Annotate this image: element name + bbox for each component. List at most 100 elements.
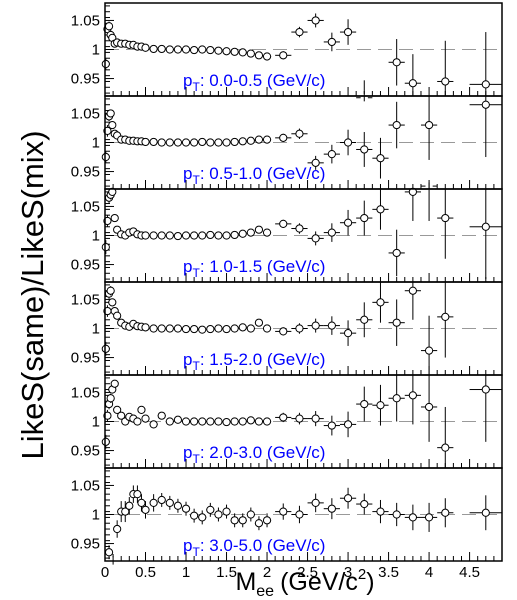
y-tick-label: 1 <box>92 135 100 152</box>
data-point <box>424 513 434 522</box>
data-point <box>230 324 239 333</box>
data-point <box>173 231 183 241</box>
data-point <box>238 516 247 525</box>
data-point <box>230 417 239 426</box>
data-point <box>254 519 264 528</box>
data-point <box>206 417 215 426</box>
pt-label-prefix: p <box>183 257 192 276</box>
data-point <box>222 231 231 240</box>
x-tick-label: 2 <box>263 564 271 581</box>
data-point <box>254 318 264 327</box>
pt-range-label: pT: 1.0-1.5 (GeV/c) <box>183 257 325 280</box>
x-tick-label: 4.5 <box>459 564 480 581</box>
data-point <box>190 45 199 55</box>
data-point <box>327 150 336 159</box>
data-point <box>214 231 223 240</box>
data-point <box>149 231 158 240</box>
data-point <box>311 234 320 243</box>
y-tick-label: 0.95 <box>71 350 100 367</box>
data-point <box>190 417 199 426</box>
data-point <box>238 48 247 57</box>
data-point <box>113 405 122 414</box>
data-point <box>206 138 215 147</box>
data-point <box>295 324 304 333</box>
pt-label-sub: T <box>192 359 200 373</box>
data-point <box>295 129 304 138</box>
data-point <box>181 138 191 147</box>
data-point <box>125 501 134 510</box>
pt-range-label: pT: 0.5-1.0 (GeV/c) <box>183 164 325 187</box>
data-point <box>173 45 183 54</box>
y-tick-label: 0.95 <box>71 536 100 553</box>
x-axis-label-sup: 2 <box>358 566 366 583</box>
data-point <box>295 27 304 37</box>
x-tick-label: 3 <box>344 564 352 581</box>
data-point <box>279 413 288 422</box>
data-point <box>408 513 417 522</box>
data-point <box>198 513 207 522</box>
y-tick-label: 0.95 <box>71 257 100 274</box>
x-tick-label: 1.5 <box>216 564 237 581</box>
data-point <box>279 51 288 60</box>
data-point <box>262 516 272 525</box>
data-point <box>101 59 110 69</box>
data-point <box>141 414 150 423</box>
data-point <box>206 505 215 514</box>
data-point <box>311 498 320 507</box>
data-point <box>279 507 288 516</box>
data-point <box>190 511 199 520</box>
y-tick-label: 1 <box>92 507 100 524</box>
data-point <box>295 224 304 233</box>
pt-label-prefix: p <box>183 536 192 555</box>
pt-label-prefix: p <box>183 443 192 462</box>
data-point <box>149 137 158 147</box>
pt-label-range: : 1.0-1.5 (GeV/c) <box>200 257 326 276</box>
y-tick-label: 1.05 <box>71 477 100 494</box>
data-point <box>262 52 272 61</box>
data-point <box>230 137 239 147</box>
data-point <box>173 138 183 147</box>
data-point <box>279 327 288 336</box>
data-point <box>246 228 255 237</box>
data-point <box>327 504 336 513</box>
y-tick-label: 1.05 <box>71 105 100 122</box>
data-point <box>376 507 385 516</box>
data-point <box>230 230 239 240</box>
data-point <box>230 516 239 525</box>
y-tick-label: 0.95 <box>71 164 100 181</box>
x-tick-label: 0 <box>101 564 109 581</box>
data-point <box>222 324 231 334</box>
data-point <box>101 344 110 353</box>
data-point <box>222 507 231 516</box>
pt-label-sub: T <box>192 173 200 187</box>
data-point <box>408 79 417 88</box>
data-point <box>157 138 166 147</box>
data-point <box>360 213 369 223</box>
data-point <box>295 510 304 519</box>
data-point <box>238 137 247 146</box>
data-point <box>106 109 115 118</box>
data-point <box>106 394 115 403</box>
data-point <box>110 379 119 388</box>
data-point <box>173 501 183 510</box>
data-point <box>343 420 353 429</box>
pt-label-range: : 0.0-0.5 (GeV/c) <box>200 71 326 90</box>
data-point <box>222 47 231 56</box>
data-point <box>165 231 174 240</box>
x-tick-label: 2.5 <box>297 564 318 581</box>
pt-range-label: pT: 3.0-5.0 (GeV/c) <box>183 536 325 559</box>
data-point <box>360 499 369 509</box>
data-point <box>327 37 336 47</box>
pt-range-label: pT: 1.5-2.0 (GeV/c) <box>183 350 325 373</box>
data-point <box>424 346 434 355</box>
data-point <box>149 420 158 429</box>
data-point <box>198 45 207 54</box>
x-axis-label-sub: ee <box>256 583 274 600</box>
x-axis-label-main: M <box>235 568 256 596</box>
x-axis-label-close: ) <box>366 568 374 596</box>
data-point <box>408 391 417 400</box>
data-point <box>165 45 174 54</box>
data-point <box>137 498 146 507</box>
